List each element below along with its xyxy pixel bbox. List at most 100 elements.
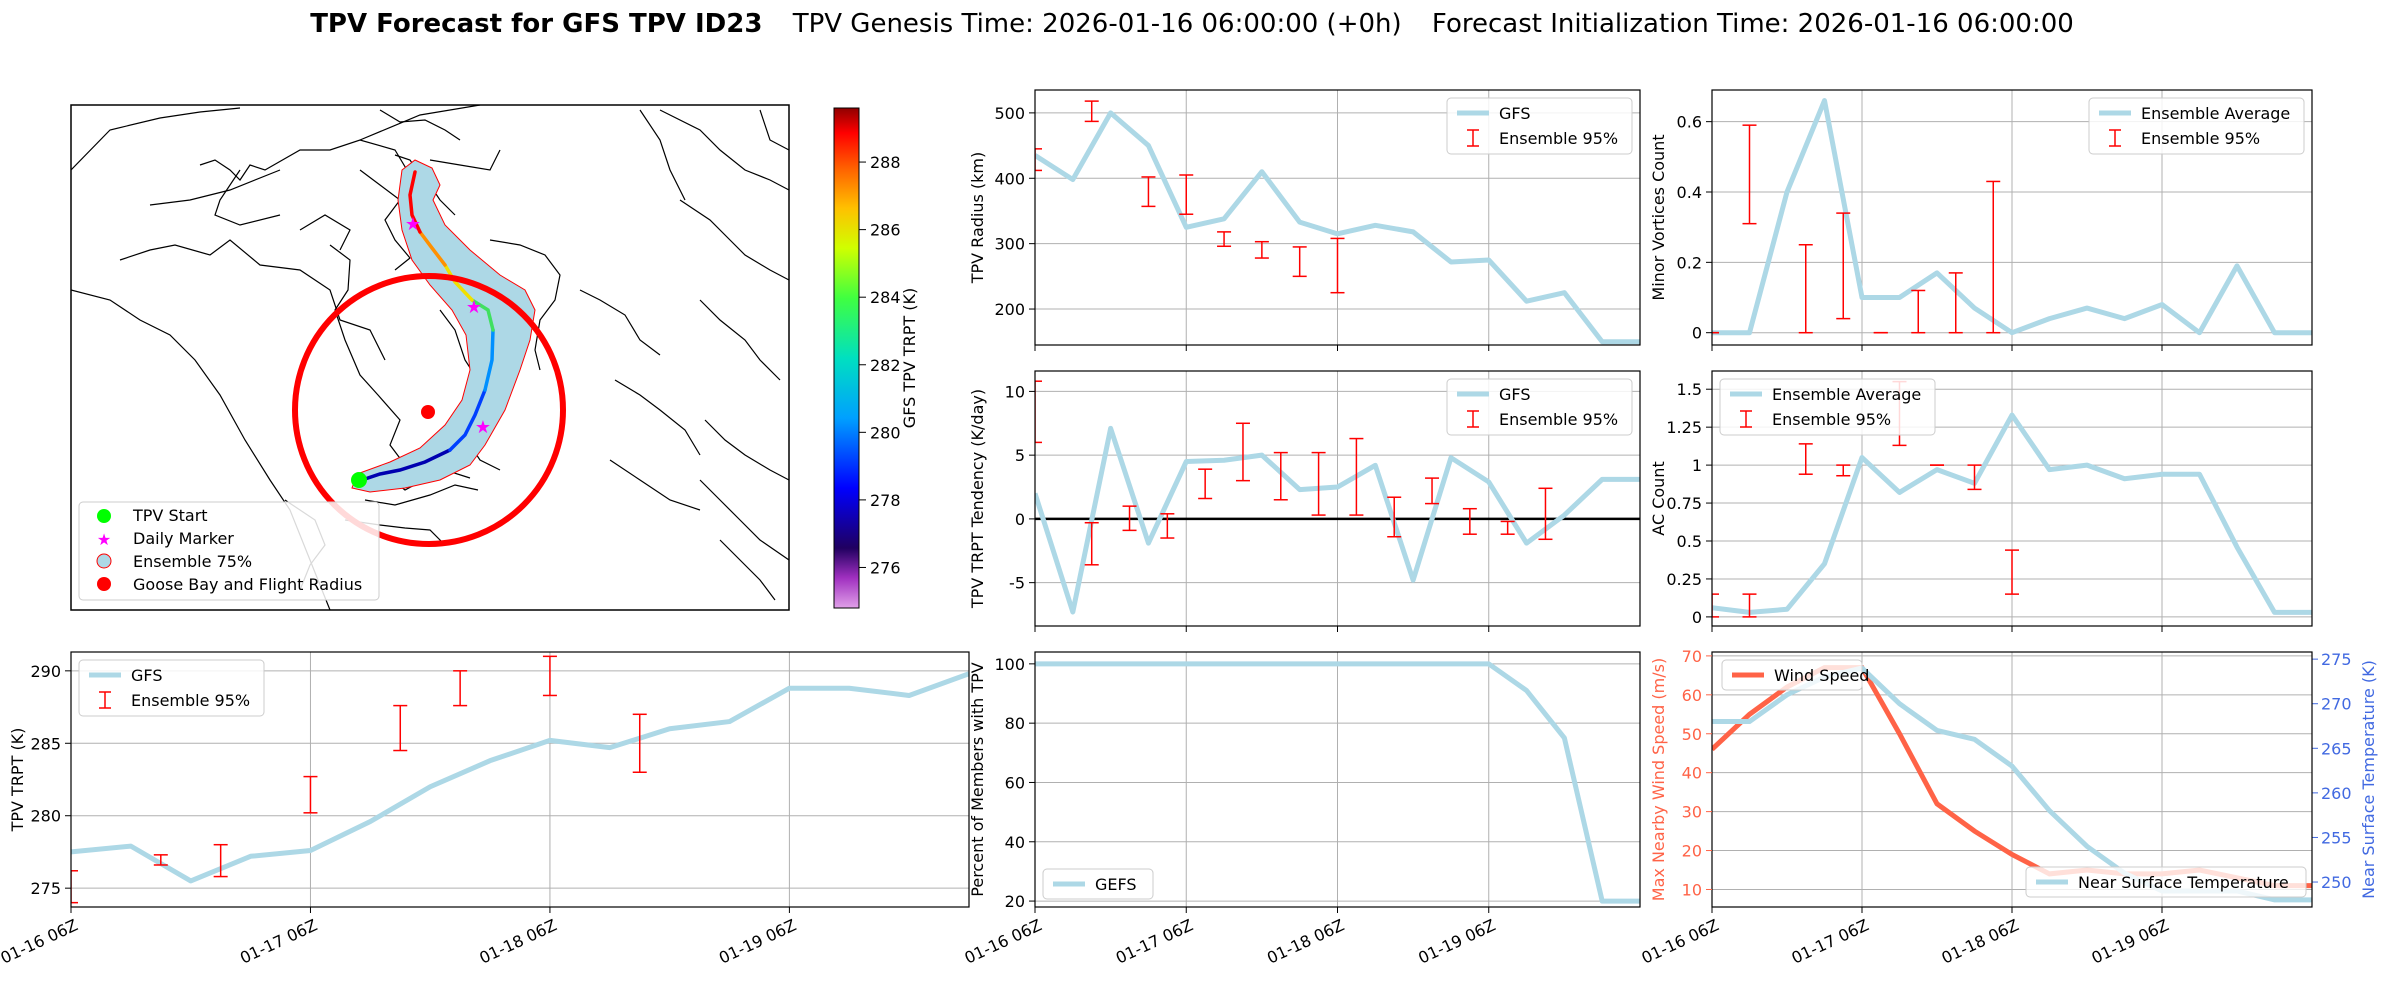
series-line (1035, 110, 1640, 345)
x-tick-label: 01-16 06Z (0, 915, 81, 967)
error-bar (542, 655, 557, 697)
error-bar (1311, 451, 1326, 516)
y-tick-label: 1 (1692, 456, 1702, 475)
error-bar (1836, 464, 1851, 477)
legend-series: GFS (1499, 104, 1530, 123)
error-bar (1084, 521, 1099, 566)
error-bar (303, 775, 318, 814)
chart-legend: Wind Speed Near Surface Temperature (1721, 659, 2307, 898)
title-init: Forecast Initialization Time: 2026-01-16… (1432, 9, 2074, 39)
chart-legend: GEFS (1042, 868, 1154, 900)
chart-radius: 200 300 400 500 TPV Radius (km) GFS Ensemble 9… (968, 89, 1641, 351)
error-bar (1035, 148, 1042, 172)
y-tick-label: 0.4 (1677, 183, 1702, 202)
error-bar (1330, 237, 1345, 294)
y-tick-label-right: 255 (2321, 828, 2352, 847)
daily-marker: ★ (405, 214, 421, 235)
error-bar (153, 854, 168, 866)
y-tick-label: 1.5 (1677, 380, 1702, 399)
series-line (1035, 425, 1640, 615)
legend-series: Ensemble Average (2141, 104, 2290, 123)
y-tick-label: 30 (1682, 803, 1702, 822)
y-tick-label: 0.2 (1677, 253, 1702, 272)
y-axis-label: AC Count (1649, 461, 1668, 535)
y-tick-label: 10 (1005, 382, 1025, 401)
y-tick-label-right: 250 (2321, 873, 2352, 892)
daily-marker: ★ (466, 297, 482, 318)
y-tick-label: -5 (1009, 574, 1025, 593)
y-tick-label: 290 (30, 662, 61, 681)
error-bar (453, 670, 468, 707)
plot-area (1035, 661, 1640, 904)
plot-area (1035, 100, 1640, 345)
colorbar-tick-label: 288 (870, 153, 901, 172)
title-genesis: TPV Genesis Time: 2026-01-16 06:00:00 (+… (792, 9, 1402, 39)
x-tick-label: 01-19 06Z (1415, 915, 1498, 967)
error-bar (1967, 464, 1982, 491)
chart-tendency: -5 0 5 10 TPV TRPT Tendency (K/day) GFS Ensemb… (968, 370, 1641, 632)
legend-tpv-start: TPV Start (132, 506, 208, 525)
x-tick-label: 01-16 06Z (962, 915, 1045, 967)
error-bar (1425, 477, 1440, 505)
error-bar (1742, 124, 1757, 225)
x-tick-label: 01-18 06Z (476, 915, 559, 967)
y-axis-label: Percent of Members with TPV (968, 662, 987, 896)
error-bar (213, 843, 228, 878)
title-bold: TPV Forecast for GFS TPV ID23 (310, 9, 762, 39)
flight-radius-circle (292, 273, 566, 547)
y-tick-label: 50 (1682, 725, 1702, 744)
series-line (1712, 412, 2312, 615)
error-bar (1742, 593, 1757, 618)
y-tick-label: 500 (994, 104, 1025, 123)
legend-series: Ensemble Average (1772, 385, 1921, 404)
legend-series: GFS (131, 666, 162, 685)
y-tick-label: 20 (1682, 842, 1702, 861)
daily-marker: ★ (475, 417, 491, 438)
legend-ensemble-75: Ensemble 75% (133, 552, 252, 571)
error-bar (1273, 451, 1288, 501)
chart-legend: GFS Ensemble 95% (78, 659, 265, 717)
y-tick-label: 285 (30, 734, 61, 753)
chart-legend: Ensemble Average Ensemble 95% (1719, 378, 1936, 436)
x-tick-label: 01-17 06Z (1789, 915, 1872, 967)
ensemble-75-region (351, 159, 536, 493)
y-tick-label: 0.25 (1666, 570, 1702, 589)
colorbar-tick-label: 284 (870, 288, 901, 307)
legend-goose-bay: Goose Bay and Flight Radius (133, 575, 362, 594)
figure-title: TPV Forecast for GFS TPV ID23 TPV Genesi… (310, 9, 2074, 39)
map-panel: ★ ★ ★ TPV Start ★ Daily Marker Ensemble … (70, 104, 919, 611)
y-tick-label: 200 (994, 300, 1025, 319)
y-tick-label: 0.6 (1677, 113, 1702, 132)
legend-errorbars: Ensemble 95% (131, 691, 250, 710)
x-tick-label: 01-17 06Z (1113, 915, 1196, 967)
x-tick-label: 01-19 06Z (716, 915, 799, 967)
y-tick-label: 1.25 (1666, 418, 1702, 437)
error-bar (1035, 380, 1042, 444)
legend-errorbars: Ensemble 95% (1772, 410, 1891, 429)
y-tick-label: 20 (1005, 892, 1025, 911)
y-tick-label: 0 (1015, 510, 1025, 529)
error-bar (1122, 505, 1137, 532)
error-bar (1235, 422, 1250, 482)
y-tick-label: 0.75 (1666, 494, 1702, 513)
error-bar (1798, 443, 1813, 475)
chart-legend: GFS Ensemble 95% (1446, 97, 1633, 155)
error-bar (1179, 174, 1194, 215)
chart-legend: Ensemble Average Ensemble 95% (2088, 97, 2305, 155)
y-tick-label: 100 (994, 655, 1025, 674)
y-tick-label: 0 (1692, 324, 1702, 343)
error-bar (1538, 487, 1553, 541)
chart-wind_temp: 250 255 260 265 270 275 Near Surface Temperatu… (1639, 647, 2378, 968)
error-bar (1349, 437, 1364, 516)
colorbar-tick-label: 278 (870, 491, 901, 510)
error-bar (2005, 549, 2019, 595)
error-bar (1500, 520, 1515, 535)
y-axis-label: TPV TRPT (K) (8, 728, 27, 833)
error-bar (1217, 231, 1232, 248)
y-tick-label: 40 (1682, 764, 1702, 783)
map-content: ★ ★ ★ (71, 105, 789, 610)
error-bar (1141, 176, 1156, 208)
y-tick-label: 60 (1682, 686, 1702, 705)
legend-errorbars: Ensemble 95% (2141, 129, 2260, 148)
